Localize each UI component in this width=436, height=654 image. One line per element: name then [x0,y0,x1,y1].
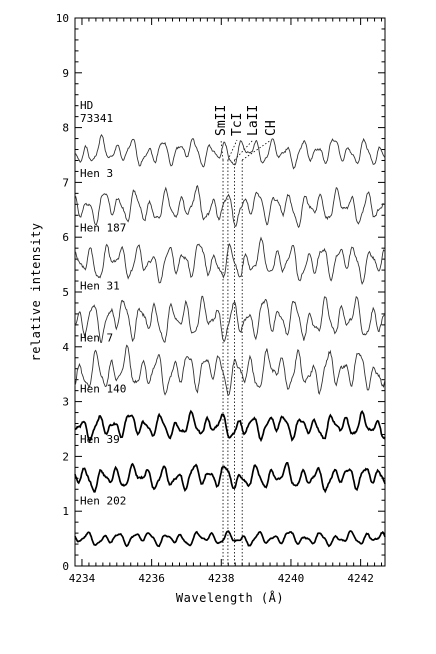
y-tick-label: 4 [62,341,69,354]
series-label: Hen 3 [80,167,113,180]
spectrum-line [74,295,386,344]
line-id-leader [227,139,238,161]
spectrum-line [74,134,386,170]
x-tick-label: 4242 [347,572,374,585]
x-axis-label: Wavelength (Å) [176,590,284,605]
series-label: HD [80,99,93,112]
series-label: Hen 202 [80,495,126,508]
y-tick-label: 0 [62,560,69,573]
series-label: Hen 187 [80,222,126,235]
spectrum-line [74,344,386,396]
y-tick-label: 1 [62,505,69,518]
y-tick-label: 5 [62,286,69,299]
series-label: Hen 140 [80,382,126,395]
x-tick-label: 4236 [138,572,165,585]
line-id-label: CH [264,120,279,136]
line-id-leader [234,139,254,161]
spectrum-line [74,409,386,443]
spectrum-line [74,530,386,548]
series-label: Hen 31 [80,279,120,292]
line-id-label: LaII [246,105,261,136]
x-tick-label: 4240 [278,572,305,585]
x-tick-label: 4238 [208,572,235,585]
y-axis-label: relative intensity [29,222,43,361]
y-tick-label: 8 [62,122,69,135]
series-label: Hen 39 [80,433,120,446]
line-identifications: SmII TcI LaII CH [214,105,279,566]
y-tick-label: 9 [62,67,69,80]
y-tick-label: 7 [62,176,69,189]
series-label: 73341 [80,112,113,125]
y-tick-label: 2 [62,450,69,463]
spectrum-line [74,236,386,285]
y-tick-label: 3 [62,396,69,409]
line-id-leader [241,139,272,161]
spectra-series [74,134,386,548]
line-id-label: SmII [214,105,229,136]
y-tick-label: 10 [56,12,69,25]
y-tick-label: 6 [62,231,69,244]
spectrum-line [74,461,386,494]
series-label: Hen 7 [80,331,113,344]
axis-ticks: 0 1 2 3 4 5 6 7 8 9 10 4234 4236 4238 4240 4242 [56,12,385,585]
x-tick-label: 4234 [69,572,96,585]
line-id-label: TcI [230,113,245,136]
spectrum-line [74,185,386,229]
